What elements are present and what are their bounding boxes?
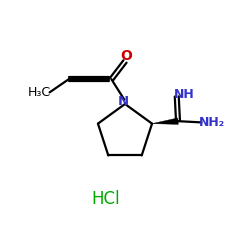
Text: O: O [120,49,132,63]
Text: NH: NH [174,88,195,101]
Text: HCl: HCl [91,190,120,208]
Polygon shape [152,118,178,124]
Text: NH₂: NH₂ [199,116,225,129]
Text: H₃C: H₃C [28,86,51,99]
Text: N: N [118,95,128,108]
